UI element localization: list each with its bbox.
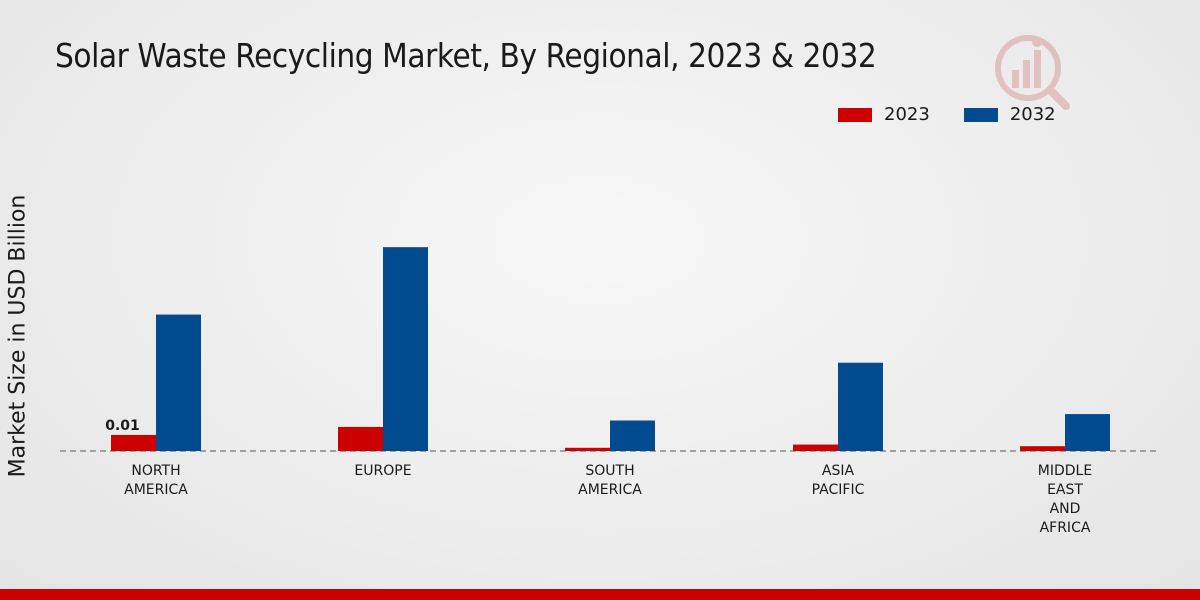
bar-2023-3 <box>793 444 838 451</box>
market-research-logo-icon <box>995 35 1070 110</box>
x-tick-label-0: NORTH AMERICA <box>124 463 188 498</box>
bar-2032-3 <box>838 362 883 451</box>
bar-2023-4 <box>1020 446 1065 451</box>
bar-2023-2 <box>565 447 610 451</box>
legend-item-2032: 2032 <box>963 104 1056 125</box>
legend-label-2032: 2032 <box>1009 104 1056 125</box>
legend-item-2023: 2023 <box>838 104 930 125</box>
x-tick-label-3: ASIA PACIFIC <box>812 463 865 498</box>
x-tick-label-4: MIDDLE EAST AND AFRICA <box>1038 463 1092 536</box>
legend-label-2023: 2023 <box>884 104 930 125</box>
x-tick-label-1: EUROPE <box>354 463 411 479</box>
legend-swatch-2032 <box>963 107 998 122</box>
data-label-0: 0.01 <box>105 418 140 434</box>
legend: 2023 2032 <box>838 104 1090 125</box>
bar-2032-0 <box>156 314 201 451</box>
footer-bar <box>0 589 1200 600</box>
bar-2032-2 <box>610 420 655 451</box>
bar-2023-1 <box>338 426 383 451</box>
bar-2023-0 <box>111 434 156 451</box>
legend-swatch-2023 <box>838 107 872 122</box>
chart-title: Solar Waste Recycling Market, By Regiona… <box>55 36 877 75</box>
bar-2032-1 <box>383 247 428 451</box>
x-tick-label-2: SOUTH AMERICA <box>578 463 642 498</box>
bar-2032-4 <box>1065 414 1110 451</box>
